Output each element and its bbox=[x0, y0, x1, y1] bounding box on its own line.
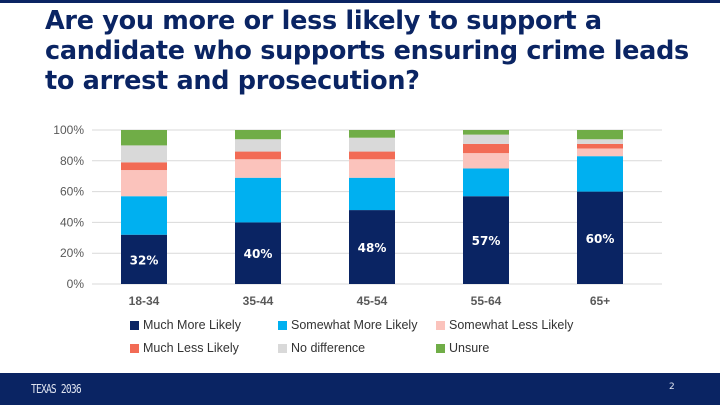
bar-segment-much-less-likely bbox=[235, 151, 281, 160]
page-number: 2 bbox=[669, 382, 675, 392]
legend-label: Unsure bbox=[449, 341, 490, 355]
legend-label: Somewhat More Likely bbox=[291, 318, 418, 332]
x-tick-label: 55-64 bbox=[471, 294, 502, 308]
legend-label: Much Less Likely bbox=[143, 341, 239, 355]
bar-segment-somewhat-less-likely bbox=[463, 153, 509, 169]
bar-segment-much-less-likely bbox=[577, 143, 623, 149]
legend-swatch bbox=[130, 343, 139, 353]
bar-segment-much-less-likely bbox=[349, 151, 395, 160]
bar-segment-no-difference bbox=[235, 139, 281, 152]
bar-segment-much-more-likely bbox=[235, 222, 281, 284]
bar-segment-no-difference bbox=[577, 139, 623, 144]
y-tick-label: 40% bbox=[60, 215, 84, 229]
data-label: 32% bbox=[130, 253, 159, 267]
x-tick-label: 35-44 bbox=[243, 294, 274, 308]
bar-segment-unsure bbox=[121, 130, 167, 146]
bar-segment-no-difference bbox=[349, 137, 395, 152]
legend-swatch bbox=[436, 343, 445, 353]
footer-bar: TEXAS 2036 2 bbox=[0, 373, 720, 405]
slide-title: Are you more or less likely to support a… bbox=[45, 6, 689, 96]
legend-item: Much More Likely bbox=[130, 318, 241, 332]
legend-item: Somewhat More Likely bbox=[278, 318, 417, 332]
legend-item: Much Less Likely bbox=[130, 341, 239, 355]
bar-segment-somewhat-less-likely bbox=[235, 159, 281, 178]
data-label: 48% bbox=[358, 241, 387, 255]
bar-segment-somewhat-less-likely bbox=[349, 159, 395, 178]
stacked-bar-chart: 0% 20% 40% 60% 80% 100% 32% 18-34 40% 35-44 48% 45-… bbox=[53, 123, 662, 308]
bar-segment-somewhat-less-likely bbox=[121, 170, 167, 197]
bar-segment-much-more-likely bbox=[463, 196, 509, 284]
bar-segment-unsure bbox=[463, 130, 509, 135]
legend-item: Unsure bbox=[436, 341, 489, 355]
bar-segment-somewhat-more-likely bbox=[463, 168, 509, 197]
legend-item: Somewhat Less Likely bbox=[436, 318, 573, 332]
legend-swatch bbox=[278, 320, 287, 330]
data-label: 40% bbox=[244, 247, 273, 261]
bar-segment-somewhat-more-likely bbox=[121, 196, 167, 235]
bar-segment-much-more-likely bbox=[577, 191, 623, 284]
legend-swatch bbox=[436, 320, 445, 330]
top-rule bbox=[0, 0, 720, 3]
x-tick-label: 18-34 bbox=[129, 294, 160, 308]
bar-segment-somewhat-more-likely bbox=[349, 177, 395, 211]
bar-segment-unsure bbox=[349, 130, 395, 138]
legend-label: Much More Likely bbox=[143, 318, 241, 332]
y-tick-label: 0% bbox=[67, 277, 85, 291]
data-label: 60% bbox=[586, 232, 615, 246]
bar-segment-somewhat-less-likely bbox=[577, 148, 623, 157]
legend-label: No difference bbox=[291, 341, 366, 355]
bar-segment-no-difference bbox=[121, 145, 167, 163]
bar-segment-much-less-likely bbox=[463, 143, 509, 154]
y-tick-label: 20% bbox=[60, 246, 84, 260]
bar-segment-unsure bbox=[577, 130, 623, 140]
bar-segment-somewhat-more-likely bbox=[577, 156, 623, 192]
legend-label: Somewhat Less Likely bbox=[449, 318, 574, 332]
data-label: 57% bbox=[472, 234, 501, 248]
bar-segment-much-more-likely bbox=[121, 234, 167, 284]
legend-swatch bbox=[130, 320, 139, 330]
texas-2036-logo: TEXAS 2036 bbox=[31, 382, 82, 396]
y-tick-label: 100% bbox=[53, 123, 84, 137]
y-tick-label: 80% bbox=[60, 154, 84, 168]
legend-swatch bbox=[278, 343, 287, 353]
x-tick-label: 65+ bbox=[590, 294, 610, 308]
bar-segment-somewhat-more-likely bbox=[235, 177, 281, 223]
bar-segment-unsure bbox=[235, 130, 281, 140]
bar-segment-no-difference bbox=[463, 134, 509, 144]
legend-item: No difference bbox=[278, 341, 365, 355]
x-tick-label: 45-54 bbox=[357, 294, 388, 308]
y-tick-label: 60% bbox=[60, 185, 84, 199]
bar-segment-much-more-likely bbox=[349, 210, 395, 284]
bar-segment-much-less-likely bbox=[121, 162, 167, 171]
